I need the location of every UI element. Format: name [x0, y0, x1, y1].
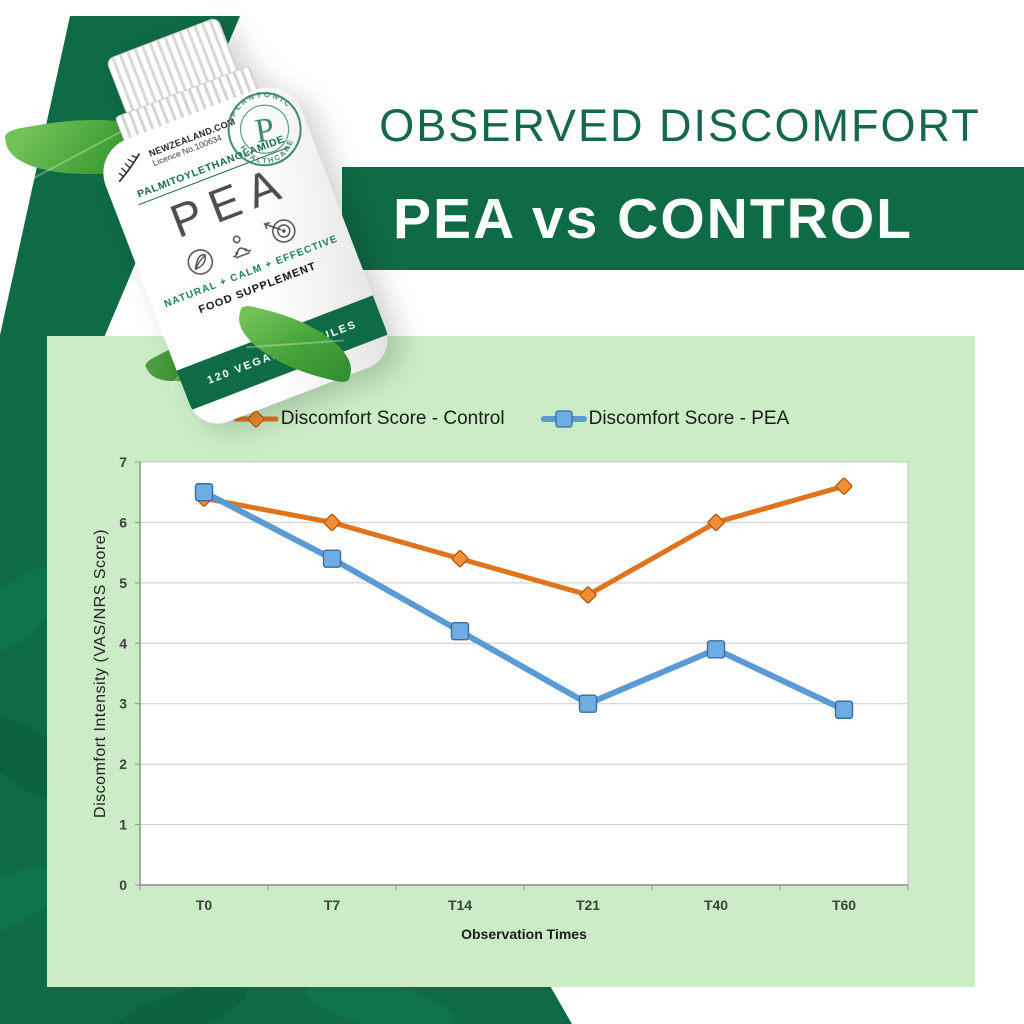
- product-bottle: PLANTONIC HEALTHCARE P NEWZEALAND.C: [63, 0, 397, 433]
- leaf-silhouette-icon: [0, 865, 62, 935]
- legend-label-pea: Discomfort Score - PEA: [588, 408, 790, 429]
- svg-text:5: 5: [119, 575, 127, 591]
- brand-row: NEWZEALAND.COM Licence No.100634: [109, 90, 303, 185]
- svg-text:6: 6: [119, 514, 127, 530]
- svg-text:T0: T0: [196, 897, 213, 913]
- leaf-silhouette-icon: [113, 983, 247, 1024]
- leaf-icon: [187, 249, 214, 275]
- target-icon: [263, 219, 296, 243]
- meditation-icon: [232, 235, 252, 259]
- chart-panel: Discomfort Score - Control Discomfort Sc…: [47, 336, 975, 987]
- svg-text:7: 7: [119, 454, 127, 470]
- svg-text:T40: T40: [704, 897, 728, 913]
- svg-text:T21: T21: [576, 897, 600, 913]
- subtitle-banner-text: PEA vs CONTROL: [393, 186, 913, 251]
- svg-text:2: 2: [119, 756, 127, 772]
- control-marker-icon: [233, 410, 279, 428]
- top-left-green-band: [0, 16, 240, 1024]
- svg-text:T7: T7: [324, 897, 341, 913]
- legend-item-control: Discomfort Score - Control: [233, 408, 505, 430]
- legend-item-pea: Discomfort Score - PEA: [540, 408, 790, 430]
- svg-text:T60: T60: [832, 897, 856, 913]
- svg-text:0: 0: [119, 877, 127, 893]
- line-chart: 0 1 2 3 4 5 6 7 T0 T7 T14 T21 T40 T60 Observation Time…: [92, 454, 909, 942]
- svg-text:3: 3: [119, 696, 127, 712]
- svg-text:T14: T14: [448, 897, 472, 913]
- svg-text:Observation Times: Observation Times: [461, 926, 587, 942]
- subtitle-banner: PEA vs CONTROL: [342, 167, 1024, 270]
- svg-text:1: 1: [119, 817, 127, 833]
- legend-label-control: Discomfort Score - Control: [280, 408, 505, 429]
- stamp-letter: P: [253, 111, 277, 151]
- leaf-silhouette-icon: [306, 978, 454, 1024]
- leaf-silhouette-icon: [0, 566, 65, 654]
- brand-stamp: PLANTONIC HEALTHCARE P: [219, 83, 311, 179]
- chart-legend: Discomfort Score - Control Discomfort Sc…: [47, 408, 975, 430]
- fern-logo-icon: [118, 153, 141, 183]
- svg-text:4: 4: [119, 635, 127, 651]
- bottom-left-green-band: [0, 984, 572, 1024]
- benefit-icons: [138, 195, 345, 298]
- svg-text:Discomfort Intensity (VAS/NRS: Discomfort Intensity (VAS/NRS Score): [92, 529, 109, 818]
- headline: OBSERVED DISCOMFORT: [379, 100, 981, 151]
- pea-marker-icon: [540, 410, 587, 428]
